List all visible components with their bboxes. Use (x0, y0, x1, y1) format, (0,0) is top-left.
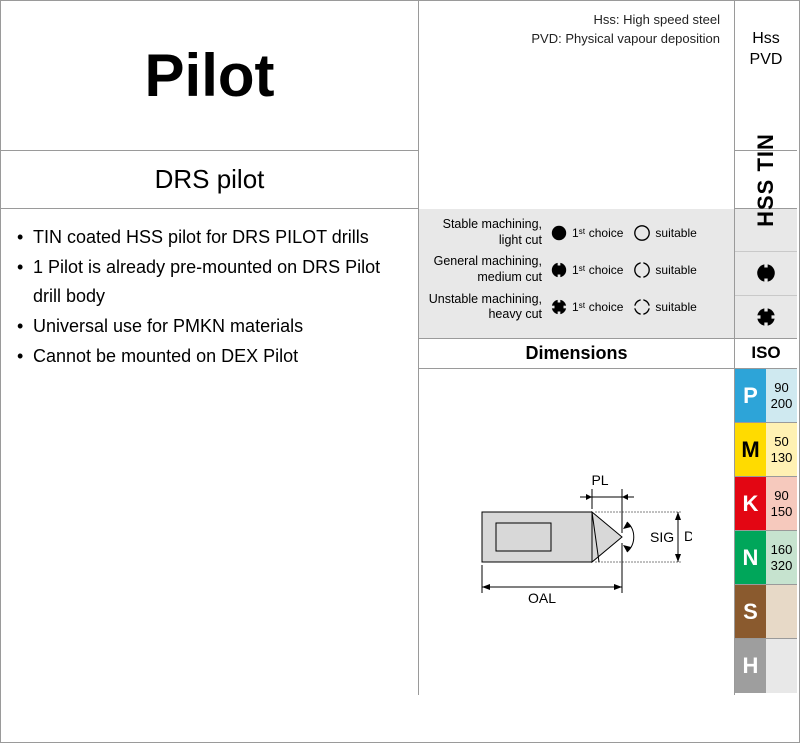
material-values: 160 320 (766, 531, 797, 584)
chip-first-label: 1ˢᵗ choice (572, 300, 623, 314)
material-v2: 150 (771, 504, 793, 520)
grade-short: Hss PVD (735, 1, 797, 151)
chip-suit-label: suitable (655, 300, 696, 314)
legend-label-1: Stable machining, (443, 217, 542, 231)
material-row-p: P 90 200 (735, 369, 797, 423)
materials-column: P 90 200 M 50 130 K 90 150 (735, 369, 797, 695)
legend-label: Unstable machining, heavy cut (427, 292, 550, 323)
material-v2: 200 (771, 396, 793, 412)
legend-row: Stable machining, light cut 1ˢᵗ choice s… (427, 217, 726, 248)
chip-first-label: 1ˢᵗ choice (572, 263, 623, 277)
legend-label: Stable machining, light cut (427, 217, 550, 248)
material-v1: 160 (771, 542, 793, 558)
subtitle-cell: DRS pilot (1, 151, 419, 209)
chip-suit: suitable (633, 261, 696, 279)
chip-break2-outline-icon (633, 298, 651, 316)
material-v2: 320 (771, 558, 793, 574)
bullet-item: TIN coated HSS pilot for DRS PILOT drill… (17, 223, 402, 253)
header-row: Pilot Hss: High speed steel PVD: Physica… (1, 1, 799, 151)
material-row-k: K 90 150 (735, 477, 797, 531)
chip-first: 1ˢᵗ choice (550, 298, 623, 316)
material-row-h: H (735, 639, 797, 693)
subtitle-row: DRS pilot HSS TIN (1, 151, 799, 209)
legend-label-2: medium cut (477, 270, 542, 284)
material-v2: 130 (771, 450, 793, 466)
bullet-item: Cannot be mounted on DEX Pilot (17, 342, 402, 372)
abbrev-pvd: PVD: Physical vapour deposition (425, 30, 720, 49)
chip-suit: suitable (633, 224, 696, 242)
grade-vertical-cell: HSS TIN (735, 151, 797, 209)
subtitle-mid-empty (419, 151, 735, 209)
chip-break1-outline-icon (633, 261, 651, 279)
material-values (766, 639, 797, 693)
legend-label: General machining, medium cut (427, 254, 550, 285)
dimensions-header: Dimensions (419, 339, 735, 369)
material-v1: 90 (774, 380, 788, 396)
abbrev-cell: Hss: High speed steel PVD: Physical vapo… (419, 1, 735, 151)
material-v1: 90 (774, 488, 788, 504)
oal-label: OAL (527, 590, 555, 606)
grade-vertical: HSS TIN (753, 133, 779, 227)
sig-label: SIG (650, 529, 674, 545)
diagram-cell: OAL PL SIG DC (419, 369, 735, 695)
material-v1: 50 (774, 434, 788, 450)
material-letter: P (735, 369, 766, 422)
desc-legend-row: TIN coated HSS pilot for DRS PILOT drill… (1, 209, 799, 339)
legend-row: General machining, medium cut 1ˢᵗ choice… (427, 254, 726, 285)
product-title: Pilot (145, 41, 275, 110)
chip-suit-label: suitable (655, 263, 696, 277)
material-row-m: M 50 130 (735, 423, 797, 477)
material-row-n: N 160 320 (735, 531, 797, 585)
pilot-diagram: OAL PL SIG DC (462, 447, 692, 617)
chip-solid-icon (550, 224, 568, 242)
bullet-item: Universal use for PMKN materials (17, 312, 402, 342)
legend-box: Stable machining, light cut 1ˢᵗ choice s… (419, 209, 735, 339)
chip-break2-icon (755, 306, 777, 328)
chip-outline-icon (633, 224, 651, 242)
bottom-left-empty (1, 369, 419, 695)
chip-first: 1ˢᵗ choice (550, 224, 623, 242)
material-values: 90 200 (766, 369, 797, 422)
material-letter: K (735, 477, 766, 530)
legend-label-2: light cut (499, 233, 542, 247)
material-row-s: S (735, 585, 797, 639)
material-letter: H (735, 639, 766, 693)
chip-first-label: 1ˢᵗ choice (572, 226, 623, 240)
legend-row: Unstable machining, heavy cut 1ˢᵗ choice… (427, 292, 726, 323)
dc-label: DC (684, 528, 692, 544)
bullet-list: TIN coated HSS pilot for DRS PILOT drill… (17, 223, 402, 371)
grade-short-2: PVD (735, 50, 797, 71)
chip-suit: suitable (633, 298, 696, 316)
bullet-item: 1 Pilot is already pre-mounted on DRS Pi… (17, 253, 402, 312)
bottom-row: OAL PL SIG DC (1, 369, 799, 695)
material-letter: S (735, 585, 766, 638)
chip-suit-label: suitable (655, 226, 696, 240)
abbrev-hss: Hss: High speed steel (425, 11, 720, 30)
product-sheet: Pilot Hss: High speed steel PVD: Physica… (0, 0, 800, 743)
bullets-cell: TIN coated HSS pilot for DRS PILOT drill… (1, 209, 419, 339)
legend-label-1: General machining, (434, 254, 542, 268)
chip-break2-icon (550, 298, 568, 316)
legend-label-1: Unstable machining, (429, 292, 542, 306)
material-letter: N (735, 531, 766, 584)
grade-chip-col (735, 209, 797, 339)
title-cell: Pilot (1, 1, 419, 151)
pl-label: PL (591, 472, 608, 488)
grade-short-1: Hss (735, 29, 797, 50)
material-values (766, 585, 797, 638)
grade-chip-cell (735, 295, 797, 338)
material-letter: M (735, 423, 766, 476)
chip-first: 1ˢᵗ choice (550, 261, 623, 279)
material-values: 90 150 (766, 477, 797, 530)
grade-chip-cell (735, 251, 797, 294)
iso-header: ISO (735, 339, 797, 369)
chip-break1-icon (550, 261, 568, 279)
legend-label-2: heavy cut (488, 307, 542, 321)
material-values: 50 130 (766, 423, 797, 476)
product-subtitle: DRS pilot (155, 164, 265, 195)
chip-break1-icon (755, 262, 777, 284)
